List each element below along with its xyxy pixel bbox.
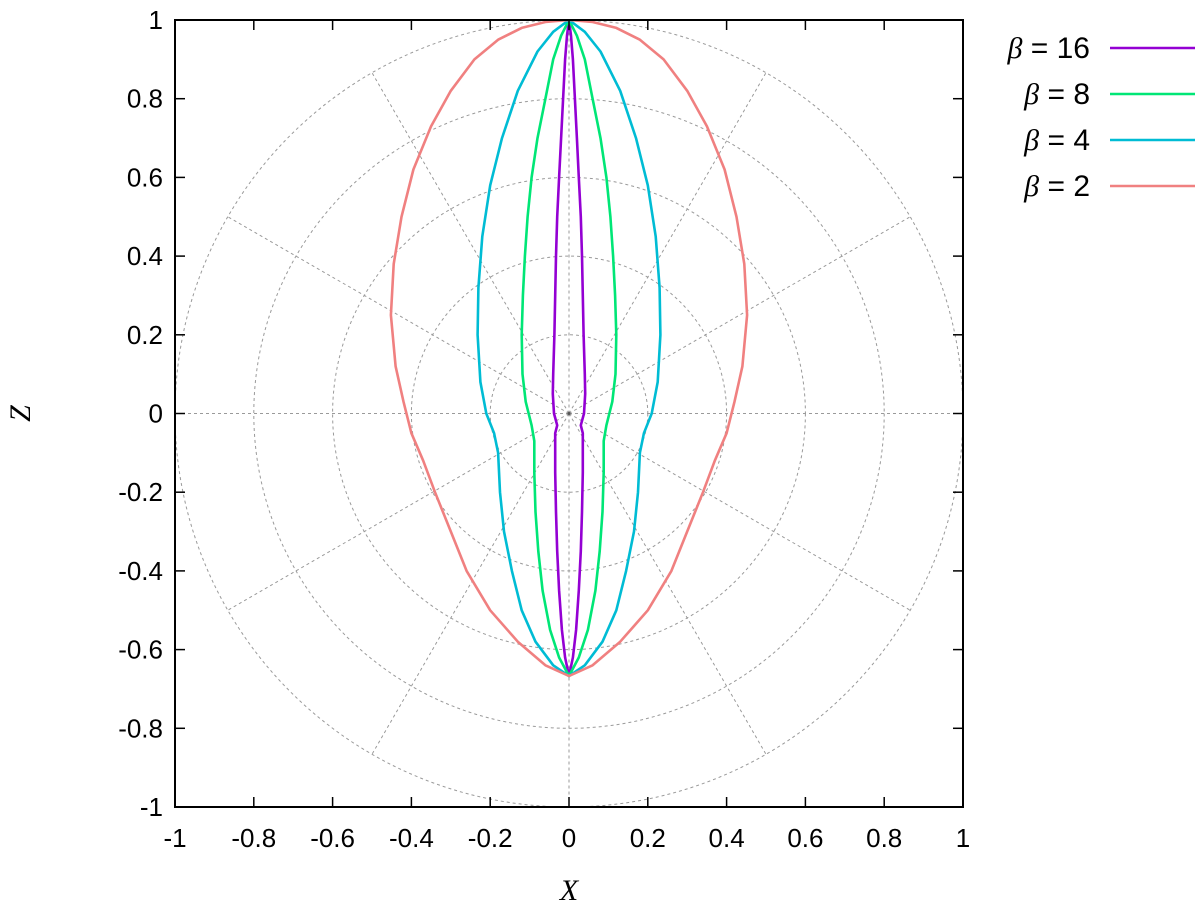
- y-tick-label: -0.8: [118, 713, 163, 743]
- y-tick-label: 0.4: [127, 241, 163, 271]
- legend-value: = 4: [1039, 124, 1090, 157]
- x-axis-ticks: -1 -0.8 -0.6 -0.4 -0.2 0 0.2 0.4 0.6 0.8 1: [163, 20, 970, 853]
- grid-spoke: [568, 413, 911, 611]
- x-tick-label: -0.4: [389, 823, 434, 853]
- polar-grid: [175, 20, 963, 807]
- legend-symbol: β: [1023, 124, 1039, 157]
- x-tick-label: -0.8: [231, 823, 276, 853]
- legend-label-2: β = 8: [1023, 78, 1090, 111]
- legend-label-3: β = 4: [1023, 124, 1090, 157]
- legend-symbol: β: [1023, 170, 1039, 203]
- origin-dot: [567, 412, 571, 415]
- y-tick-label: 0.2: [127, 320, 163, 350]
- x-axis-title: X: [559, 874, 580, 907]
- legend-label-4: β = 2: [1023, 170, 1090, 203]
- y-tick-label: 0.6: [127, 162, 163, 192]
- y-axis-title: Z: [4, 405, 37, 422]
- x-tick-label: -0.2: [468, 823, 513, 853]
- plot-series: [389, 20, 749, 678]
- x-tick-label: 0: [562, 823, 576, 853]
- grid-spoke: [227, 413, 570, 611]
- legend: β = 16β = 8β = 4β = 2: [1006, 32, 1195, 203]
- x-tick-label: 0.4: [709, 823, 745, 853]
- legend-label-1: β = 16: [1006, 32, 1090, 65]
- x-tick-label: 1: [956, 823, 970, 853]
- x-tick-label: -1: [163, 823, 186, 853]
- y-axis-ticks: 1 0.8 0.6 0.4 0.2 0 -0.2 -0.4 -0.6 -0.8 -1: [118, 5, 963, 822]
- x-tick-label: 0.8: [866, 823, 902, 853]
- y-tick-label: -0.2: [118, 477, 163, 507]
- grid-spoke: [371, 413, 570, 755]
- y-tick-label: 0: [149, 399, 163, 429]
- legend-symbol: β: [1006, 32, 1022, 65]
- y-tick-label: -1: [140, 792, 163, 822]
- legend-symbol: β: [1023, 78, 1039, 111]
- y-tick-label: -0.4: [118, 556, 163, 586]
- y-tick-label: 0.8: [127, 84, 163, 114]
- y-tick-label: -0.6: [118, 635, 163, 665]
- x-tick-label: 0.6: [787, 823, 823, 853]
- grid-spoke: [568, 413, 767, 755]
- legend-value: = 16: [1022, 32, 1090, 65]
- series-line-4: [389, 20, 749, 678]
- x-tick-label: 0.2: [630, 823, 666, 853]
- legend-value: = 2: [1039, 170, 1090, 203]
- x-tick-label: -0.6: [310, 823, 355, 853]
- y-tick-label: 1: [149, 5, 163, 35]
- legend-value: = 8: [1039, 78, 1090, 111]
